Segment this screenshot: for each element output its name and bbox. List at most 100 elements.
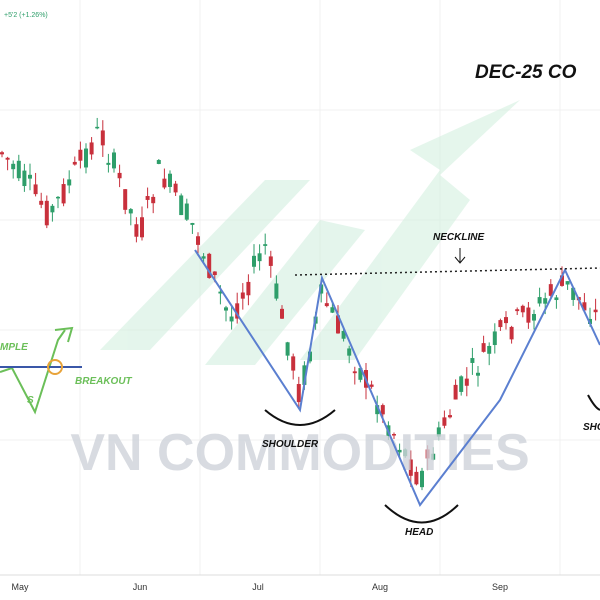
candle-body xyxy=(420,470,424,488)
candle-body xyxy=(162,178,167,188)
candle-body xyxy=(84,148,88,168)
candle-body xyxy=(212,271,217,276)
candle-body xyxy=(0,152,4,155)
watermark-text: VN COMMODITIES xyxy=(70,424,529,482)
candle-body xyxy=(207,253,212,278)
candle-body xyxy=(184,203,189,220)
candle-body xyxy=(375,405,380,415)
candle-body xyxy=(173,183,178,193)
candle-body xyxy=(128,209,133,214)
candle-body xyxy=(218,291,223,294)
candle-body xyxy=(358,368,363,380)
candle-body xyxy=(61,184,66,204)
title: DEC-25 CO xyxy=(475,62,577,83)
candle-body xyxy=(336,315,340,334)
candle-body xyxy=(33,184,38,195)
candle-body xyxy=(520,305,525,313)
candle-body xyxy=(593,309,598,313)
candle-body xyxy=(123,189,128,210)
candle-body xyxy=(392,434,396,436)
candle-body xyxy=(50,205,55,213)
candle-body xyxy=(56,196,60,199)
candle-body xyxy=(571,287,576,300)
candle-body xyxy=(330,307,335,313)
candle-body xyxy=(442,417,447,426)
candle-body xyxy=(532,314,536,321)
breakout-label: BREAKOUT xyxy=(75,376,133,387)
candle-body xyxy=(487,345,492,354)
logo-arrow xyxy=(300,100,520,360)
candle-body xyxy=(72,161,77,165)
candle-body xyxy=(560,275,564,286)
candle-body xyxy=(509,326,514,340)
candle-body xyxy=(548,284,553,296)
candle-body xyxy=(296,384,301,403)
candle-body xyxy=(246,281,251,296)
candle-body xyxy=(459,376,464,392)
candle-body xyxy=(229,316,234,322)
candle-body xyxy=(380,405,385,415)
candle-body xyxy=(285,342,290,356)
candle-body xyxy=(582,302,587,311)
head-label: HEAD xyxy=(405,527,433,538)
pattern-line xyxy=(194,249,600,507)
candle-body xyxy=(5,157,10,160)
candle-body xyxy=(22,170,27,187)
candle-body xyxy=(403,449,408,457)
candle-body xyxy=(201,256,206,259)
x-tick-label: Sep xyxy=(492,582,508,592)
candle-body xyxy=(257,253,262,262)
x-tick-label: Jul xyxy=(252,582,264,592)
inset-arrow xyxy=(54,326,74,343)
candle-body xyxy=(235,303,240,319)
head-arc xyxy=(384,504,459,524)
candle-body xyxy=(431,453,436,460)
candle-body xyxy=(112,152,116,169)
candle-body xyxy=(140,217,144,238)
x-tick-label: Aug xyxy=(372,582,388,592)
candle-body xyxy=(341,331,346,339)
candle-body xyxy=(39,200,44,205)
x-tick-label: Jun xyxy=(133,582,148,592)
candle-body xyxy=(347,348,352,356)
shoulder-arc xyxy=(264,409,336,426)
candle-body xyxy=(28,174,32,179)
x-axis-labels: May Jun Jul Aug Sep xyxy=(11,582,508,592)
inset-zigzag xyxy=(0,329,66,415)
shoulder-label: SHO xyxy=(583,422,600,433)
shoulder-arc xyxy=(587,394,600,411)
candle-body xyxy=(16,160,21,179)
candle-body xyxy=(481,343,486,352)
candle-body xyxy=(504,317,508,324)
candle-body xyxy=(240,292,245,299)
candle-body xyxy=(476,372,480,376)
candle-body xyxy=(515,309,520,312)
neckline xyxy=(294,267,600,276)
candle-body xyxy=(543,298,548,304)
candle-body xyxy=(263,244,268,246)
candle-body xyxy=(151,196,156,204)
candle-body xyxy=(436,427,441,437)
candle-body xyxy=(352,371,357,374)
price-change: +5'2 (+1.26%) xyxy=(4,12,48,19)
candle-body xyxy=(302,365,307,385)
inset-label: MPLE xyxy=(0,342,28,353)
candle-body xyxy=(145,196,150,200)
candle-body xyxy=(408,459,413,476)
candle-body xyxy=(274,283,279,299)
candle-body xyxy=(453,384,458,400)
x-tick-label: May xyxy=(11,582,29,592)
candle-body xyxy=(414,471,419,485)
candle-body xyxy=(168,173,172,187)
candle-body xyxy=(308,351,312,362)
inset-mark: S xyxy=(27,395,34,406)
candle-body xyxy=(324,303,329,307)
candle-body xyxy=(11,163,16,170)
candle-body xyxy=(224,307,228,311)
candle-body xyxy=(179,195,184,216)
logo-bar xyxy=(205,220,365,365)
candle-body xyxy=(268,256,273,266)
shoulder-label: SHOULDER xyxy=(262,439,319,450)
arrow xyxy=(454,248,466,264)
